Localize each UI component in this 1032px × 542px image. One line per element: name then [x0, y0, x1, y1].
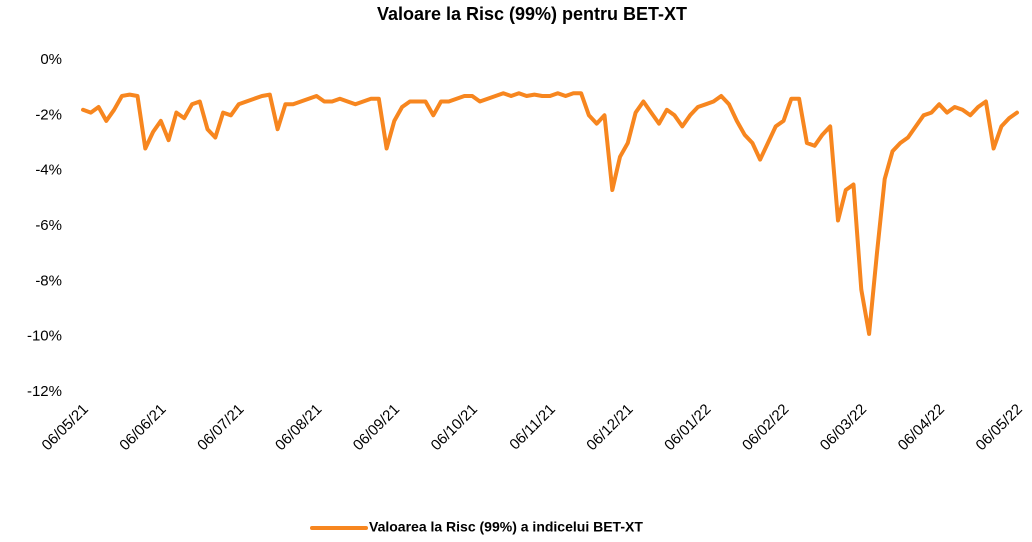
y-tick-label: -12%	[27, 383, 62, 400]
y-tick-label: 0%	[40, 51, 62, 68]
y-tick-label: -2%	[35, 106, 62, 123]
x-tick-label: 06/04/22	[895, 401, 948, 454]
x-tick-label: 06/08/21	[272, 401, 325, 454]
x-tick-label: 06/09/21	[350, 401, 403, 454]
legend-label: Valoarea la Risc (99%) a indicelui BET-X…	[369, 519, 643, 535]
series-line	[81, 91, 1019, 336]
x-tick-label: 06/07/21	[194, 401, 247, 454]
x-tick-label: 06/10/21	[428, 401, 481, 454]
y-tick-label: -8%	[35, 272, 62, 289]
x-tick-label: 06/01/22	[661, 401, 714, 454]
x-tick-label: 06/05/22	[973, 401, 1026, 454]
x-tick-label: 06/03/22	[817, 401, 870, 454]
x-tick-label: 06/06/21	[116, 401, 169, 454]
y-tick-label: -10%	[27, 328, 62, 345]
x-tick-label: 06/05/21	[39, 401, 92, 454]
chart-title: Valoare la Risc (99%) pentru BET-XT	[377, 4, 687, 24]
x-tick-label: 06/12/21	[583, 401, 636, 454]
x-tick-label: 06/11/21	[506, 401, 559, 454]
x-tick-label: 06/02/22	[739, 401, 792, 454]
y-tick-label: -6%	[35, 217, 62, 234]
y-tick-label: -4%	[35, 162, 62, 179]
